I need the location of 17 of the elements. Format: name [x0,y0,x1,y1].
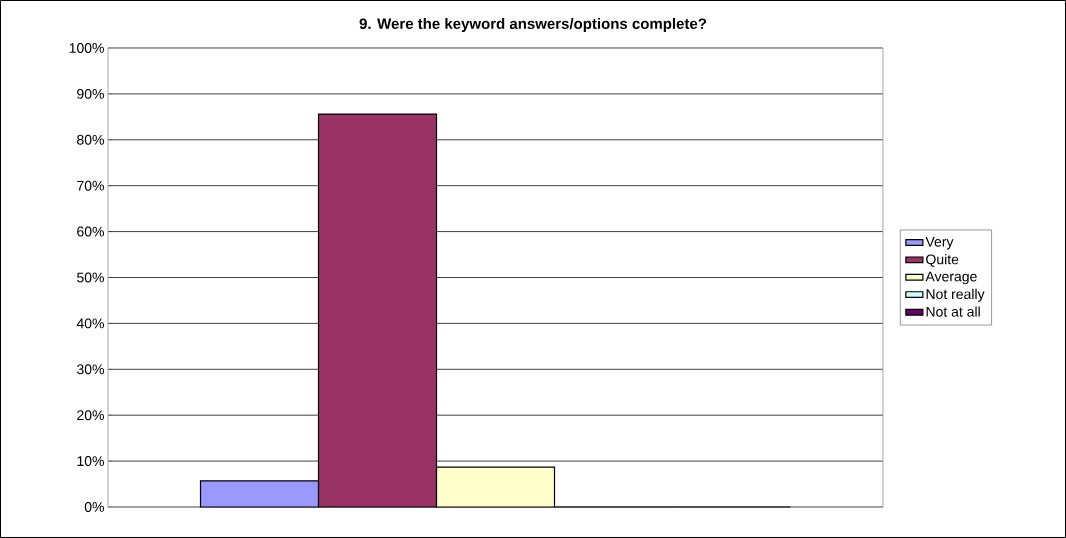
y-tick-label: 10% [77,456,104,467]
legend-label: Quite [926,254,959,267]
legend-label: Not really [926,288,985,302]
chart-title: 9. Were the keyword answers/options complete? [359,17,707,32]
legend-label: Not at all [926,306,980,317]
y-tick-label: 80% [77,134,104,145]
y-tick-label: 60% [77,226,104,237]
legend-label: Average [925,271,977,285]
y-tick-label: 50% [77,272,104,283]
y-tick-label: 0% [84,502,104,512]
y-tick-label: 100% [69,43,104,53]
y-tick-label: 90% [77,88,104,99]
y-tick-label: 40% [76,318,104,329]
y-tick-label: 30% [77,364,104,375]
y-tick-label: 20% [77,410,104,421]
y-tick-label: 70% [77,180,104,191]
legend-label: Very [925,236,954,250]
